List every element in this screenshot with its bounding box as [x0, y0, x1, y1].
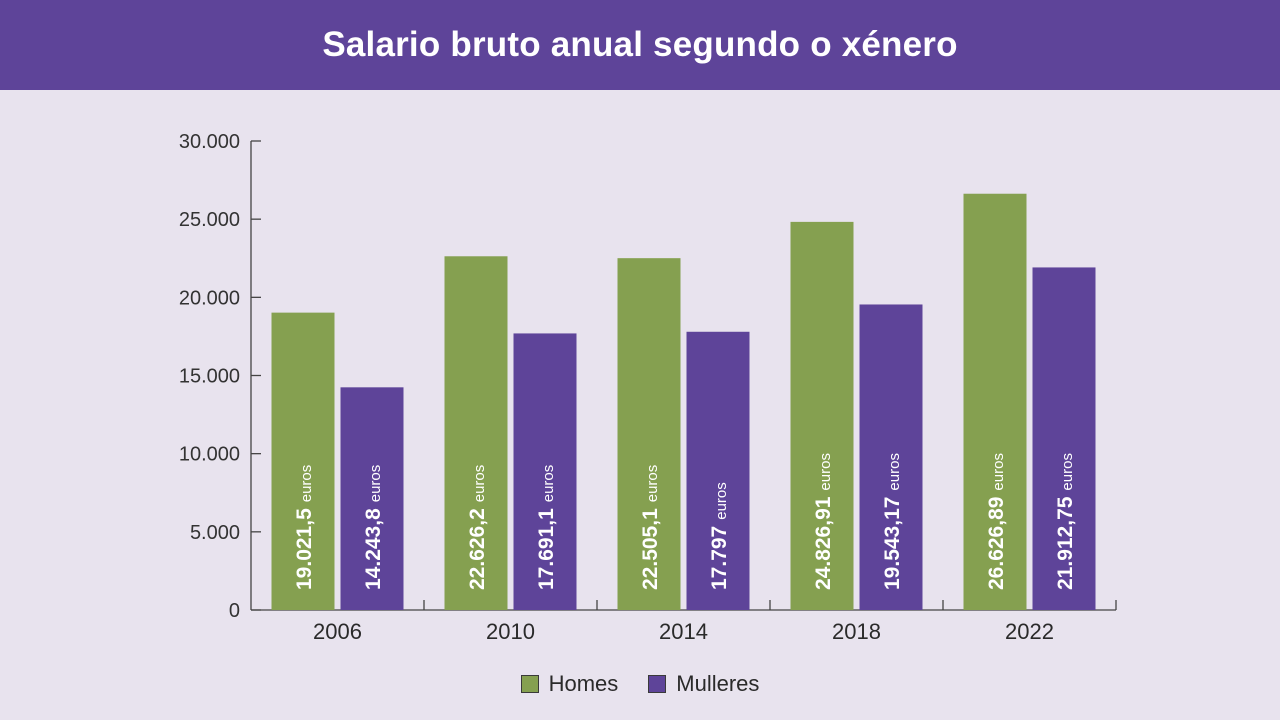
y-tick-label: 25.000: [179, 209, 240, 231]
bar-mulleres: [859, 304, 923, 610]
legend-label-homes: Homes: [548, 671, 619, 696]
bar-homes: [790, 221, 854, 611]
chart-title: Salario bruto anual segundo o xénero: [322, 25, 958, 64]
y-tick-label: 15.000: [179, 366, 240, 388]
bar-value-label: 19.021,5euros: [293, 465, 316, 590]
x-tick-label: 2018: [832, 619, 881, 644]
bar-value-label: 22.505,1euros: [639, 465, 662, 590]
bar-mulleres: [340, 387, 404, 610]
x-tick-label: 2014: [659, 619, 708, 644]
legend-item-homes: Homes: [520, 671, 619, 697]
bar-homes: [444, 256, 508, 610]
bar-mulleres: [513, 333, 577, 610]
y-tick-label: 10.000: [179, 444, 240, 466]
y-tick-label: 30.000: [179, 131, 240, 153]
bar-value-label: 19.543,17euros: [881, 453, 904, 590]
y-tick-label: 0: [229, 600, 240, 622]
x-tick-label: 2022: [1005, 619, 1054, 644]
x-tick-label: 2010: [486, 619, 535, 644]
legend-swatch-mulleres: [648, 675, 667, 693]
bar-value-label: 17.797euros: [708, 482, 731, 590]
bar-value-label: 14.243,8euros: [362, 465, 385, 590]
legend-item-mulleres: Mulleres: [648, 671, 759, 697]
bar-mulleres: [1032, 267, 1096, 610]
bar-value-label: 24.826,91euros: [812, 453, 835, 590]
y-tick-label: 5.000: [190, 522, 240, 544]
bar-homes: [271, 312, 335, 610]
chart-header: Salario bruto anual segundo o xénero: [0, 0, 1280, 90]
bar-value-label: 26.626,89euros: [985, 453, 1008, 590]
legend-swatch-homes: [520, 675, 539, 693]
bar-value-label: 22.626,2euros: [466, 465, 489, 590]
chart-legend: Homes Mulleres: [0, 668, 1280, 700]
bar-mulleres: [686, 331, 750, 610]
bar-value-label: 21.912,75euros: [1054, 453, 1077, 590]
bar-homes: [617, 258, 681, 610]
y-tick-label: 20.000: [179, 287, 240, 309]
x-tick-label: 2006: [313, 619, 362, 644]
legend-label-mulleres: Mulleres: [676, 671, 760, 696]
bar-value-label: 17.691,1euros: [535, 465, 558, 590]
bar-homes: [963, 193, 1027, 610]
